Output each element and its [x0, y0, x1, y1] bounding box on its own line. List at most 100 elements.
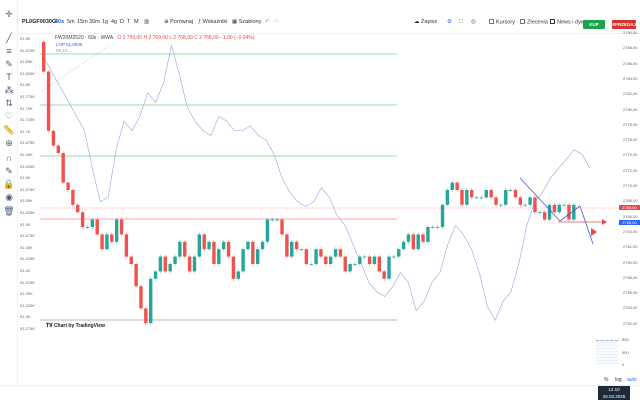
tradingview-logo: 𝐓𝐕 Chart by TradingView — [46, 323, 105, 329]
brush-icon[interactable]: ✎ — [5, 59, 13, 69]
right-axis-tick: 2754,00 — [623, 305, 638, 311]
left-axis-tick: 51,475K — [20, 233, 35, 239]
clock-time: 12:10 — [608, 387, 620, 392]
candle-body — [508, 190, 513, 191]
trash-icon[interactable]: 🗑 — [3, 206, 15, 216]
candle-body — [56, 145, 60, 153]
lock-icon[interactable]: 🔒 — [3, 179, 15, 189]
checkbox-label: News i dywidendy — [557, 19, 602, 26]
candle-body — [353, 264, 357, 265]
timeframe-m[interactable]: M — [134, 19, 139, 25]
right-axis-tick: 2772,00 — [623, 167, 638, 173]
right-price-axis[interactable]: 2790,00 2788,00 2786,00 2784,00 2782,00 2780,… — [620, 30, 640, 340]
crosshair-icon[interactable]: ✛ — [5, 9, 13, 19]
log-scale-button[interactable]: log — [615, 377, 622, 383]
candle-body — [90, 219, 95, 227]
candle-body — [134, 264, 138, 287]
checkbox-zlecenia[interactable]: Zlecenia — [520, 19, 548, 26]
candle-body — [221, 241, 226, 250]
left-axis-tick: 51,275K — [20, 326, 35, 331]
text-icon[interactable]: T — [6, 72, 12, 82]
compare-button[interactable]: ⊕ Porównaj — [164, 19, 193, 25]
magnet-icon[interactable]: ∩ — [5, 153, 13, 163]
candle-body — [557, 204, 561, 213]
templates-button[interactable]: ▦ Szablony — [232, 19, 261, 25]
candle-body — [372, 256, 377, 264]
tv-logo-label: Chart by TradingView — [53, 323, 105, 329]
right-axis-tick: 2770,00 — [623, 183, 638, 188]
redo-icon[interactable]: ↷ — [274, 19, 279, 25]
left-axis-tick: 51,725K — [20, 117, 35, 123]
candle-body — [251, 241, 255, 264]
candle-body — [280, 219, 284, 235]
fullscreen-icon[interactable]: ⛶ — [459, 19, 463, 25]
price-chart[interactable] — [40, 36, 618, 332]
timeframe-5m[interactable]: 5m — [67, 19, 75, 25]
shapes-icon[interactable]: ♡ — [4, 111, 14, 121]
candle-body — [542, 212, 547, 220]
lock-drawings-icon[interactable]: ✎ — [5, 166, 13, 176]
sub-axis-label: 800 — [622, 337, 629, 342]
left-axis-tick: 51,875K — [20, 47, 35, 53]
candle-body — [309, 264, 313, 265]
candle-body — [431, 227, 435, 228]
candle-body — [294, 241, 299, 250]
drawn-trendline — [579, 205, 594, 245]
top-toolbar: PL0GF0030GI 60s 5m 15m 30m 1g 4g D T M ▥… — [18, 14, 640, 34]
indicators-icon: ƒ — [198, 19, 203, 25]
chart-type-icon[interactable]: ▥ — [144, 19, 150, 25]
compare-label: Porównaj — [170, 19, 194, 25]
left-axis-tick: 51,35K — [20, 291, 33, 297]
left-axis-tick: 51,775K — [20, 94, 35, 99]
sell-button[interactable]: SPRZEDAJ — [612, 20, 637, 29]
checkbox-news[interactable]: News i dywidendy — [550, 19, 601, 26]
candle-body — [382, 271, 386, 279]
zoom-icon[interactable]: ⊕ — [5, 138, 13, 148]
timeframe-4g[interactable]: 4g — [111, 19, 118, 25]
timeframe-60s[interactable]: 60s — [55, 19, 65, 25]
ruler-icon[interactable]: 📏 — [3, 125, 15, 135]
timeframe-t[interactable]: T — [127, 19, 131, 25]
candle-body — [124, 234, 129, 257]
screenshot-icon[interactable]: ◎ — [471, 19, 476, 25]
fib-icon[interactable]: ≡ — [6, 46, 12, 56]
right-axis-tick: 2786,00 — [623, 60, 638, 66]
candle-body — [411, 234, 416, 250]
timeframe-15m[interactable]: 15m — [77, 19, 88, 25]
forecast-icon[interactable]: ⇅ — [5, 98, 13, 108]
timeframe-d[interactable]: D — [120, 19, 124, 25]
candle-body — [173, 256, 177, 264]
save-button[interactable]: ☁ Zapisz — [414, 19, 437, 25]
arrow-marker — [591, 228, 597, 236]
undo-icon[interactable]: ↶ — [265, 19, 270, 25]
candle-body — [367, 256, 372, 264]
checkbox-kursory[interactable]: Kursory — [489, 19, 515, 26]
candle-body — [61, 153, 65, 183]
visibility-icon[interactable]: ◉ — [5, 192, 13, 202]
timeframe-1g[interactable]: 1g — [102, 19, 109, 25]
candle-body — [552, 204, 557, 213]
auto-scale-button[interactable]: auto — [627, 377, 637, 383]
candle-body — [100, 234, 104, 250]
left-price-axis[interactable]: 51,9K 51,875K 51,85K 51,825K 51,8K 51,775K 51,… — [20, 36, 40, 336]
indicators-button[interactable]: ƒ Wskaźniki — [198, 19, 227, 25]
buy-button[interactable]: KUP — [583, 20, 605, 29]
settings-icon[interactable]: ⚙ — [447, 19, 452, 25]
left-axis-tick: 51,375K — [20, 279, 35, 285]
candle-body — [192, 256, 197, 272]
candle-body — [290, 241, 294, 257]
trend-line-icon[interactable]: ╱ — [6, 33, 12, 43]
pattern-icon[interactable]: ⁂ — [4, 85, 14, 95]
right-axis-tick: 2760,00 — [623, 259, 638, 265]
candle-body — [416, 234, 420, 250]
candle-body — [338, 249, 343, 257]
templates-icon: ▦ — [232, 19, 239, 25]
candle-body — [304, 249, 309, 264]
timeframe-30m[interactable]: 30m — [89, 19, 100, 25]
templates-label: Szablony — [238, 19, 262, 25]
symbol-search[interactable]: PL0GF0030GI — [22, 19, 58, 25]
right-axis-tick: 2778,00 — [623, 121, 638, 127]
percent-scale-button[interactable]: % — [604, 377, 609, 383]
left-axis-tick: 51,55K — [20, 198, 33, 204]
candle-body — [343, 256, 347, 272]
